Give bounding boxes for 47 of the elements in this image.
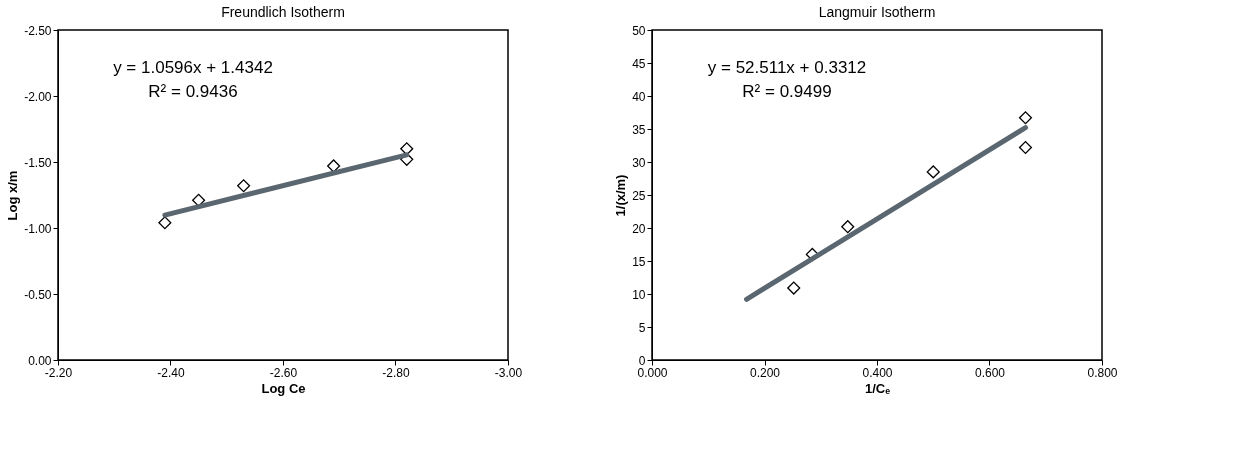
- y-tick-label: -2.50: [24, 23, 52, 38]
- point: [1018, 111, 1033, 125]
- x-tick-label: -2.40: [157, 365, 185, 380]
- x-tick-label: 0.000: [637, 365, 668, 380]
- y-tick-label: -1.50: [24, 155, 52, 170]
- point: [400, 142, 414, 156]
- annotation: R² = 0.9499: [742, 82, 832, 101]
- x-tick-label: 0.800: [1087, 365, 1118, 380]
- y-tick-label: 5: [638, 320, 646, 335]
- y-tick-label: 0.00: [28, 353, 52, 368]
- point: [787, 281, 801, 295]
- annotation: y = 1.0596x + 1.4342: [113, 58, 273, 77]
- y-tick-label: 20: [632, 221, 646, 236]
- y-tick-label: -0.50: [24, 287, 52, 302]
- point: [926, 165, 940, 179]
- y-tick-label: 10: [632, 287, 646, 302]
- point: [1018, 140, 1033, 155]
- x-tick-label: -3.00: [494, 365, 523, 380]
- x-tick-label: 0.600: [974, 365, 1006, 380]
- y-tick-label: 35: [632, 122, 646, 137]
- y-tick-label: -1.00: [24, 221, 52, 236]
- chart-title: Freundlich Isotherm: [221, 4, 345, 20]
- y-tick-label: 40: [632, 89, 646, 104]
- point: [158, 216, 172, 230]
- x-axis-title: 1/Cₑ: [864, 380, 891, 396]
- x-tick-label: 0.400: [862, 365, 893, 380]
- x-tick-label: 0.200: [749, 365, 781, 380]
- y-tick-label: -2.00: [24, 89, 52, 104]
- annotation: R² = 0.9436: [148, 82, 238, 101]
- x-tick-label: -2.20: [44, 365, 73, 380]
- y-tick-label: 45: [632, 56, 646, 71]
- annotation: y = 52.511x + 0.3312: [707, 58, 867, 77]
- point: [841, 220, 855, 234]
- y-tick-label: 50: [632, 23, 646, 38]
- y-tick-label: 30: [632, 155, 646, 170]
- point: [237, 179, 251, 193]
- x-axis-title: Log Ce: [261, 380, 306, 396]
- point: [327, 159, 341, 173]
- y-axis-title: 1/(x/m): [613, 174, 629, 217]
- y-axis-title: Log x/m: [5, 170, 21, 221]
- y-tick-label: 15: [632, 254, 646, 269]
- y-tick-label: 0: [638, 353, 646, 368]
- x-tick-label: -2.80: [382, 365, 410, 380]
- x-tick-label: -2.60: [269, 365, 298, 380]
- chart-title: Langmuir Isotherm: [818, 4, 936, 20]
- y-tick-label: 25: [632, 188, 646, 203]
- point: [192, 193, 206, 207]
